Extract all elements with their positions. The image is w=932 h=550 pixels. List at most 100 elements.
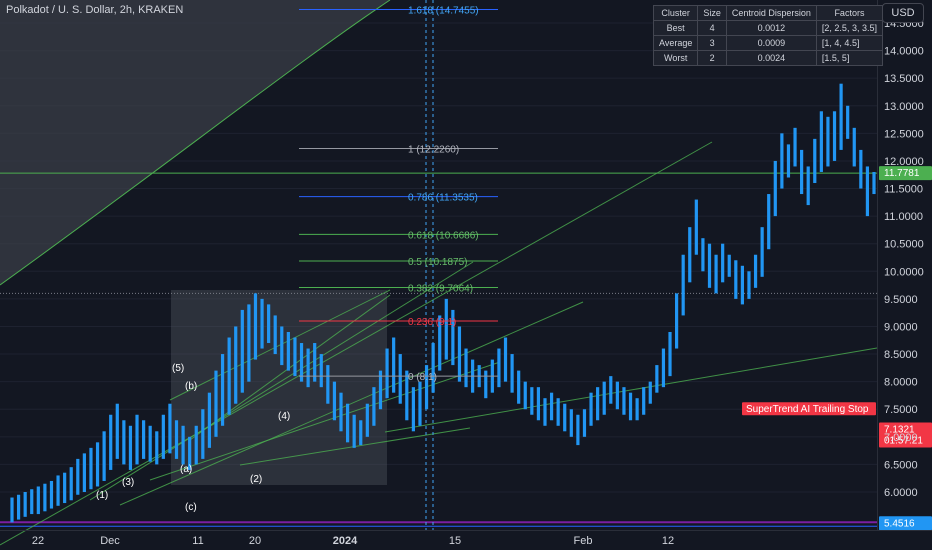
currency-button[interactable]: USD <box>882 3 924 23</box>
fib-label: 0.618 (10.6686) <box>408 230 479 241</box>
price-bar <box>201 409 205 459</box>
price-bar <box>444 298 448 360</box>
price-bar <box>405 370 409 421</box>
price-bar <box>168 403 172 454</box>
price-bar <box>674 293 679 349</box>
price-bar <box>563 403 567 432</box>
price-bar <box>424 365 429 410</box>
price-bar <box>832 111 837 161</box>
wave-label: (1) <box>96 490 108 501</box>
price-bar <box>497 348 501 388</box>
price-bar <box>155 431 159 465</box>
price-bar <box>16 494 21 520</box>
y-tick-label: 14.0000 <box>884 46 924 58</box>
x-tick-label: 11 <box>192 535 203 547</box>
price-bar <box>852 127 856 167</box>
fib-label: 0.5 (10.1875) <box>408 257 468 268</box>
price-bar <box>793 127 797 167</box>
price-bar <box>76 458 80 495</box>
price-bar <box>181 425 185 465</box>
price-bar <box>102 431 106 481</box>
price-bar <box>30 489 34 515</box>
y-tick-label: 6.0000 <box>884 487 918 499</box>
price-bar <box>188 436 192 470</box>
x-axis: 22 Dec 11 20 2024 15 Feb 12 <box>0 530 932 547</box>
price-bar <box>865 166 870 217</box>
stats-cell: 4 <box>697 20 727 36</box>
y-tick-label: 7.5000 <box>884 404 918 416</box>
supertrend-label: SuperTrend AI Trailing Stop <box>746 404 869 415</box>
x-tick-label: 12 <box>662 535 674 547</box>
x-tick-label: 2024 <box>333 535 358 547</box>
price-bar <box>523 381 527 410</box>
price-bar <box>142 420 146 459</box>
price-bar <box>326 365 330 404</box>
price-bar <box>10 497 14 523</box>
y-tick-label: 11.5000 <box>884 184 923 196</box>
price-bar <box>352 414 356 448</box>
price-bar <box>872 171 876 195</box>
price-bar <box>596 387 600 421</box>
fib-levels: 1.618 (14.7455) 1 (12.2260) 0.786 (11.3535… <box>299 5 498 383</box>
price-bar <box>148 425 152 462</box>
x-tick-label: 15 <box>449 535 461 547</box>
price-bar <box>780 133 784 189</box>
y-tick-label: 10.5000 <box>884 239 924 251</box>
fib-label: 1.618 (14.7455) <box>408 5 479 16</box>
price-bar <box>240 309 244 393</box>
price-bar <box>648 381 652 404</box>
price-bar <box>82 453 86 492</box>
stats-cell: Average <box>652 35 699 51</box>
price-bar <box>602 381 606 415</box>
price-bar <box>510 354 514 393</box>
trend-line <box>149 361 501 481</box>
stats-cell: [1, 4, 4.5] <box>815 35 883 51</box>
wave-label: (b) <box>185 381 197 392</box>
price-bar <box>681 254 685 316</box>
price-bar <box>517 370 521 404</box>
price-bar <box>569 409 573 437</box>
price-bar <box>609 376 613 404</box>
price-bar <box>819 111 823 172</box>
price-bar <box>747 271 751 299</box>
price-bar <box>813 138 817 184</box>
price-bar <box>227 337 231 415</box>
price-bar <box>267 304 271 344</box>
stats-cell: 0.0024 <box>725 50 817 66</box>
price-bar <box>161 414 165 459</box>
price-bar <box>740 265 744 305</box>
price-bar <box>174 420 179 459</box>
y-tick-label: 13.0000 <box>884 101 924 113</box>
price-bar <box>293 337 297 377</box>
price-bar <box>661 348 666 388</box>
price-bar <box>332 381 337 421</box>
price-bar <box>392 337 396 393</box>
price-bar <box>95 442 100 487</box>
price-bar <box>260 298 264 349</box>
y-tick-label: 6.5000 <box>884 459 918 471</box>
price-bar <box>701 238 705 272</box>
price-bar <box>727 254 731 277</box>
price-bar <box>767 194 771 250</box>
price-bar <box>109 414 113 470</box>
y-tick-label: 13.5000 <box>884 73 924 85</box>
wave-label: (2) <box>250 474 262 485</box>
fib-label: 0.236 (9.1) <box>408 317 456 328</box>
price-bar <box>273 315 277 355</box>
y-tick-label: 12.0000 <box>884 156 924 168</box>
wave-label: (4) <box>278 411 290 422</box>
wave-label: (a) <box>180 464 192 475</box>
stats-cell: Worst <box>652 50 699 66</box>
price-bar <box>800 149 804 195</box>
stats-header: Size <box>697 5 727 21</box>
price-bar <box>398 354 402 404</box>
price-bar <box>319 354 323 388</box>
price-bar <box>464 348 468 388</box>
stats-header: Centroid Dispersion <box>725 5 817 21</box>
stats-row: Best 4 0.0012 [2, 2.5, 3, 3.5] <box>652 20 883 36</box>
price-bar <box>734 260 738 299</box>
price-bar <box>707 243 712 288</box>
stats-header: Factors <box>815 5 883 21</box>
price-bar <box>280 326 284 366</box>
